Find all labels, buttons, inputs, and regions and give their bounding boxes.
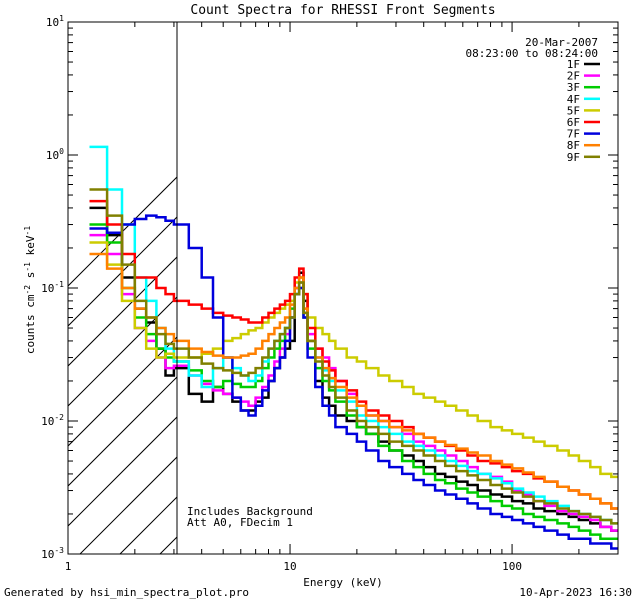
series-line-2F: [89, 233, 618, 532]
legend-label-9F: 9F: [567, 151, 580, 164]
plot-frame: [67, 21, 619, 555]
legend-label-2F: 2F: [567, 70, 580, 83]
legend-label-4F: 4F: [567, 93, 580, 106]
footer-timestamp: 10-Apr-2023 16:30: [519, 586, 632, 599]
legend-label-6F: 6F: [567, 116, 580, 129]
y-tick-label: 10-3: [41, 546, 64, 561]
legend-label-7F: 7F: [567, 128, 580, 141]
series-line-7F: [89, 214, 618, 550]
y-axis-label: counts cm-2 s-1 keV-1: [23, 226, 37, 354]
legend-label-3F: 3F: [567, 81, 580, 94]
annotation-attenuator: Att A0, FDecim 1: [187, 516, 293, 529]
y-tick-label: 10-2: [41, 413, 64, 428]
series-line-9F: [89, 188, 618, 525]
series-line-8F: [89, 252, 618, 510]
legend-label-1F: 1F: [567, 58, 580, 71]
annotation-background: Includes Background: [187, 505, 313, 518]
chart-title: Count Spectra for RHESSI Front Segments: [190, 3, 495, 18]
time-range-label: 08:23:00 to 08:24:00: [466, 47, 598, 60]
y-tick-label: 101: [46, 14, 64, 29]
x-axis-label: Energy (keV): [303, 576, 382, 589]
series-line-5F: [89, 241, 618, 479]
footer-generator: Generated by hsi_min_spectra_plot.pro: [4, 586, 249, 599]
excluded-energy-hatch: [68, 176, 177, 554]
legend-label-8F: 8F: [567, 139, 580, 152]
series-line-3F: [89, 223, 618, 541]
y-tick-label: 100: [46, 147, 64, 162]
date-label: 20-Mar-2007: [525, 36, 598, 49]
x-tick-label: 1: [65, 560, 72, 573]
x-tick-label: 10: [283, 560, 296, 573]
legend-label-5F: 5F: [567, 104, 580, 117]
series-line-1F: [89, 206, 618, 532]
series-line-4F: [89, 145, 618, 525]
y-tick-label: 10-1: [41, 280, 64, 295]
x-tick-label: 100: [502, 560, 522, 573]
